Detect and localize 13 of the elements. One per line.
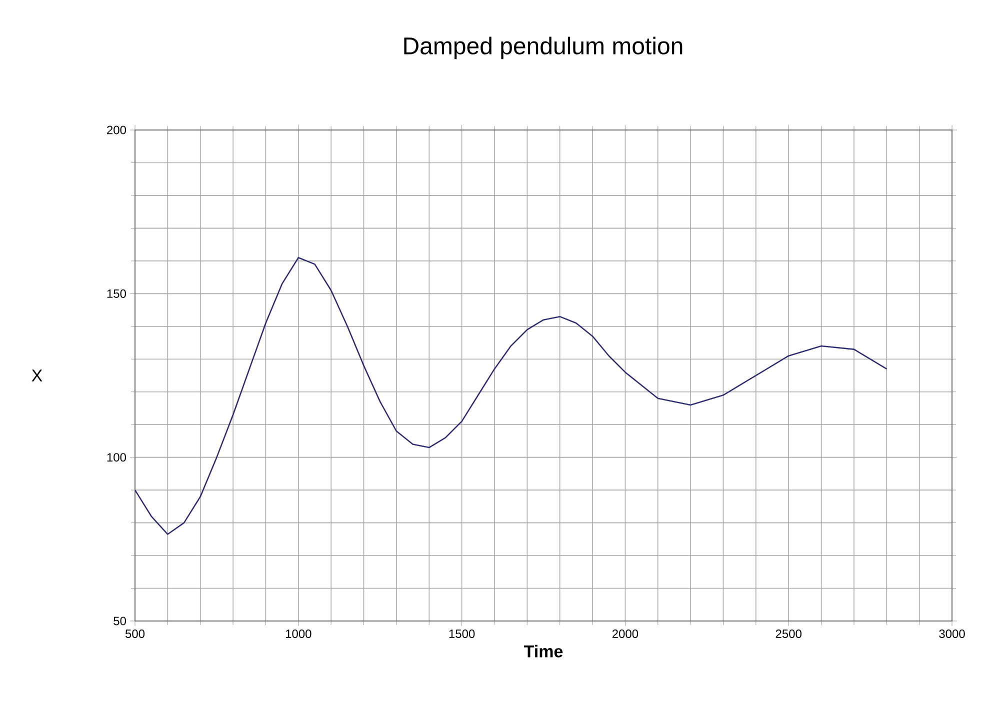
chart-title: Damped pendulum motion <box>404 36 682 60</box>
y-tick-label: 100 <box>107 453 126 462</box>
y-axis-title: X <box>32 370 42 382</box>
y-tick-label: 50 <box>114 616 126 626</box>
x-tick-label: 1500 <box>449 630 475 638</box>
x-tick-label: 3000 <box>939 630 965 638</box>
x-axis-title: Time <box>524 644 563 658</box>
x-tick-label: 2000 <box>612 630 638 638</box>
y-tick-label: 150 <box>107 289 126 298</box>
y-tick-label: 200 <box>107 126 126 134</box>
x-tick-label: 500 <box>125 630 145 638</box>
x-tick-label: 1000 <box>286 630 312 638</box>
x-tick-label: 2500 <box>776 630 802 638</box>
